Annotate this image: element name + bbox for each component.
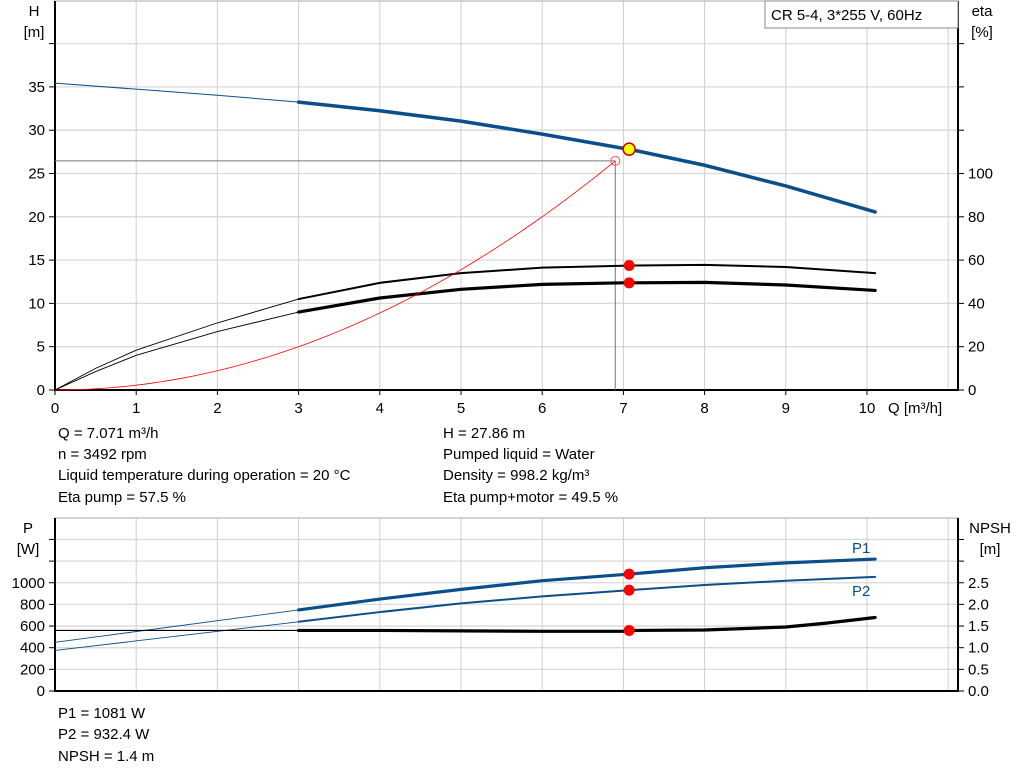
y2-tick-label: 60 — [968, 252, 985, 269]
reference-point-marker — [610, 155, 621, 166]
y2-axis-label: [%] — [971, 24, 993, 41]
power-npsh-chart: 0 200 400 600 800 1000 0.0 0.5 1.0 1.5 2.0 2.5 P [W] N… — [12, 517, 1011, 700]
duty-point — [622, 142, 636, 156]
y2-tick-label: 40 — [968, 295, 985, 312]
y-axis-label: [m] — [24, 24, 45, 41]
y-tick-label: 10 — [28, 295, 45, 312]
title-box — [764, 0, 959, 29]
y-tick-label: 25 — [28, 166, 45, 183]
chart-title: CR 5-4, 3*255 V, 60Hz — [771, 7, 922, 24]
x-tick-label: 5 — [457, 400, 465, 417]
x-tick-label: 0 — [51, 400, 59, 417]
info-density: Density = 998.2 kg/m³ — [443, 467, 590, 484]
x-tick-label: 6 — [538, 400, 546, 417]
x-tick-label: 2 — [213, 400, 221, 417]
y2-tick-label: 0 — [968, 382, 976, 399]
p2-point — [623, 584, 635, 596]
y-axis-label: P — [23, 520, 33, 537]
info-temperature: Liquid temperature during operation = 20… — [58, 467, 351, 484]
y2-axis-label: [m] — [980, 541, 1001, 558]
x-tick-label: 1 — [132, 400, 140, 417]
system-curve — [54, 160, 616, 391]
x-axis-label: Q [m³/h] — [888, 400, 942, 417]
curve — [296, 100, 877, 214]
y-tick-label: 5 — [37, 339, 45, 356]
y-tick-label: 400 — [20, 640, 45, 657]
curve — [297, 263, 877, 301]
curve-extrapolated — [54, 311, 299, 391]
info-p2: P2 = 932.4 W — [58, 726, 150, 743]
y2-tick-label: 80 — [968, 209, 985, 226]
curve — [297, 575, 877, 623]
info-q: Q = 7.071 m³/h — [58, 425, 159, 442]
info-eta-pump: Eta pump = 57.5 % — [58, 489, 186, 506]
info-eta-pump-motor: Eta pump+motor = 49.5 % — [443, 489, 619, 506]
y-tick-label: 600 — [20, 618, 45, 635]
curve-extrapolated — [54, 82, 299, 103]
y2-tick-label: 100 — [968, 166, 993, 183]
eta-pump-motor-point — [623, 277, 635, 289]
y2-tick-label: 1.5 — [968, 618, 989, 635]
eta-pump-point — [623, 260, 635, 272]
y-tick-label: 15 — [28, 252, 45, 269]
p1-series-label: P1 — [852, 540, 870, 557]
y2-tick-label: 0.0 — [968, 683, 989, 700]
y-tick-label: 0 — [37, 683, 45, 700]
info-npsh: NPSH = 1.4 m — [58, 748, 155, 765]
p2-series-label: P2 — [852, 583, 870, 600]
curve — [297, 557, 877, 612]
y2-tick-label: 1.0 — [968, 640, 989, 657]
y2-tick-label: 0.5 — [968, 661, 989, 678]
y-tick-label: 200 — [20, 661, 45, 678]
x-tick-label: 3 — [294, 400, 302, 417]
y-tick-label: 1000 — [12, 575, 45, 592]
curve — [297, 280, 877, 314]
y2-tick-label: 20 — [968, 339, 985, 356]
y2-tick-label: 2.5 — [968, 575, 989, 592]
info-head: H = 27.86 m — [443, 425, 526, 442]
info-p1: P1 = 1081 W — [58, 705, 146, 722]
y-tick-label: 0 — [37, 382, 45, 399]
y-tick-label: 800 — [20, 596, 45, 613]
y2-axis-label: NPSH — [969, 520, 1011, 537]
x-tick-label: 7 — [619, 400, 627, 417]
x-tick-label: 4 — [376, 400, 384, 417]
curve-extrapolated — [54, 609, 299, 643]
y2-axis-label: eta — [972, 3, 994, 20]
x-tick-label: 9 — [782, 400, 790, 417]
y-axis-label: [W] — [17, 541, 40, 558]
curve-extrapolated — [54, 298, 299, 391]
y-tick-label: 35 — [28, 79, 45, 96]
info-liquid: Pumped liquid = Water — [443, 446, 595, 463]
y-tick-label: 20 — [28, 209, 45, 226]
y-axis-label: H — [29, 3, 40, 20]
y2-tick-label: 2.0 — [968, 596, 989, 613]
y-tick-label: 30 — [28, 122, 45, 139]
curve — [297, 615, 877, 633]
p1-point — [623, 568, 635, 580]
x-tick-label: 8 — [700, 400, 708, 417]
npsh-point — [623, 624, 635, 636]
x-tick-label: 10 — [859, 400, 876, 417]
info-speed: n = 3492 rpm — [58, 446, 147, 463]
curve-extrapolated — [54, 621, 299, 651]
